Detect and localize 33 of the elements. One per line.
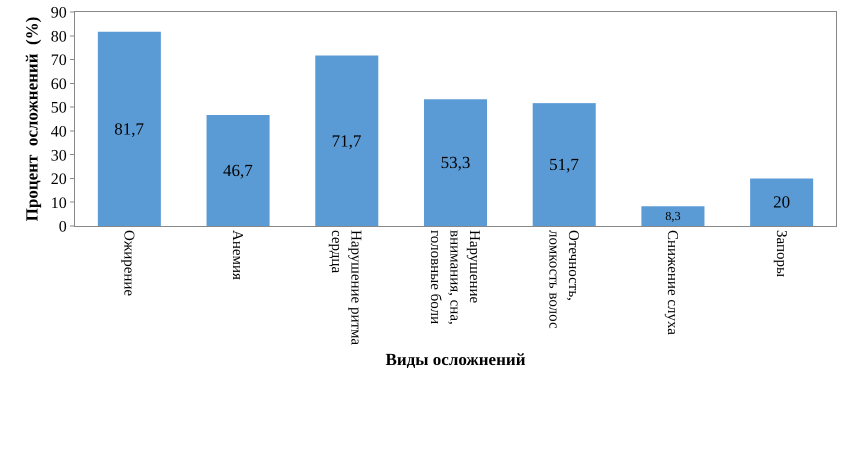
bar — [98, 32, 161, 226]
y-tick-label: 40 — [50, 123, 67, 140]
x-tick-label: Снижение слуха — [664, 230, 680, 336]
y-tick-label: 0 — [58, 218, 67, 236]
x-tick-label: Запоры — [772, 230, 789, 278]
y-tick-label: 10 — [50, 194, 67, 212]
data-label: 20 — [773, 192, 790, 212]
bar — [750, 178, 814, 226]
y-tick-label: 20 — [50, 171, 67, 188]
y-tick-label: 50 — [50, 100, 67, 117]
y-tick-label: 60 — [50, 76, 67, 93]
y-axis-title: Процент осложнений (%) — [22, 16, 42, 222]
x-tick-label: Нарушение внимания, сна, головные боли — [427, 230, 482, 325]
data-label: 53,3 — [440, 153, 470, 172]
bar — [424, 99, 488, 226]
data-label: 8,3 — [665, 209, 681, 224]
y-tick-label: 80 — [50, 28, 67, 46]
y-tick-label: 70 — [50, 52, 67, 70]
x-axis-title: Виды осложнений — [386, 350, 526, 369]
x-tick-label: Ожирение — [120, 230, 136, 296]
x-tick-label: Нарушение ритма сердца — [328, 230, 364, 346]
bar — [315, 56, 378, 226]
y-tick-label: 30 — [50, 147, 67, 164]
x-tick-label: Анемия — [229, 230, 246, 280]
data-label: 51,7 — [549, 155, 580, 174]
data-label: 71,7 — [332, 131, 362, 150]
y-tick-label: 90 — [50, 4, 67, 22]
bar — [206, 114, 270, 226]
x-tick-label: Отечность, ломкость волос — [546, 230, 582, 330]
bar — [532, 103, 596, 226]
data-label: 81,7 — [114, 119, 144, 138]
bar — [641, 206, 704, 226]
data-label: 46,7 — [222, 160, 254, 180]
